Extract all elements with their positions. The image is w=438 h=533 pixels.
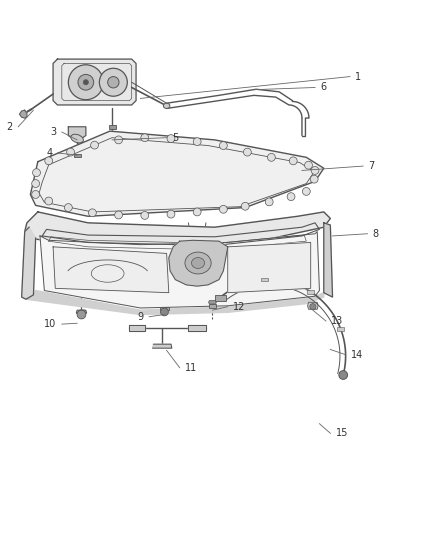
Polygon shape <box>307 290 314 294</box>
Circle shape <box>68 65 103 100</box>
Text: 1: 1 <box>355 71 361 82</box>
Circle shape <box>311 166 319 174</box>
Polygon shape <box>53 59 136 105</box>
Circle shape <box>289 157 297 165</box>
Circle shape <box>32 169 40 176</box>
Text: 2: 2 <box>7 122 13 132</box>
Circle shape <box>91 141 99 149</box>
Ellipse shape <box>185 252 211 274</box>
Polygon shape <box>19 110 27 118</box>
Circle shape <box>265 198 273 206</box>
Circle shape <box>45 197 53 205</box>
Polygon shape <box>188 326 206 331</box>
Polygon shape <box>53 247 169 293</box>
Ellipse shape <box>163 103 170 108</box>
Polygon shape <box>130 326 145 331</box>
Circle shape <box>167 210 175 218</box>
Circle shape <box>302 188 310 195</box>
Polygon shape <box>21 227 35 299</box>
Circle shape <box>339 370 348 379</box>
Circle shape <box>99 68 127 96</box>
Text: 11: 11 <box>185 363 197 373</box>
Polygon shape <box>68 127 86 139</box>
Circle shape <box>310 175 318 183</box>
Polygon shape <box>74 154 81 157</box>
Circle shape <box>78 75 94 90</box>
Polygon shape <box>40 231 319 308</box>
Polygon shape <box>261 278 268 281</box>
Circle shape <box>141 134 149 142</box>
Polygon shape <box>26 290 324 314</box>
Circle shape <box>310 304 316 310</box>
Polygon shape <box>30 131 324 216</box>
Text: 5: 5 <box>172 133 178 143</box>
Polygon shape <box>25 212 330 249</box>
Circle shape <box>160 308 168 316</box>
Text: 8: 8 <box>373 229 379 239</box>
Circle shape <box>287 193 295 200</box>
Text: 13: 13 <box>331 316 343 326</box>
Text: 9: 9 <box>138 312 144 322</box>
Text: 7: 7 <box>368 161 374 171</box>
Text: 6: 6 <box>320 83 326 93</box>
Polygon shape <box>152 344 172 348</box>
Circle shape <box>193 208 201 216</box>
Circle shape <box>67 148 74 156</box>
Circle shape <box>241 203 249 210</box>
Text: 3: 3 <box>50 127 57 137</box>
Circle shape <box>32 190 39 198</box>
Circle shape <box>268 154 276 161</box>
Polygon shape <box>76 310 87 313</box>
Polygon shape <box>109 125 116 129</box>
Circle shape <box>304 161 312 169</box>
Polygon shape <box>208 301 216 304</box>
Circle shape <box>64 204 72 212</box>
Circle shape <box>115 211 123 219</box>
Circle shape <box>88 209 96 217</box>
Circle shape <box>141 212 149 220</box>
Circle shape <box>115 136 123 144</box>
Circle shape <box>193 138 201 146</box>
Polygon shape <box>324 223 332 297</box>
Circle shape <box>77 310 86 319</box>
Circle shape <box>219 142 227 149</box>
Ellipse shape <box>191 257 205 269</box>
Circle shape <box>32 180 39 188</box>
Text: 10: 10 <box>44 319 57 329</box>
Circle shape <box>219 205 227 213</box>
Circle shape <box>244 148 251 156</box>
Circle shape <box>83 79 88 85</box>
Polygon shape <box>307 302 318 309</box>
Polygon shape <box>228 243 311 293</box>
Polygon shape <box>169 240 228 286</box>
Circle shape <box>45 157 53 165</box>
Ellipse shape <box>71 134 83 143</box>
Polygon shape <box>337 327 344 331</box>
Circle shape <box>167 135 175 142</box>
Circle shape <box>108 77 119 88</box>
Text: 12: 12 <box>233 302 245 312</box>
Polygon shape <box>160 306 169 310</box>
Polygon shape <box>208 304 216 308</box>
Text: 15: 15 <box>336 429 348 438</box>
Polygon shape <box>215 295 226 301</box>
Text: 4: 4 <box>46 148 52 158</box>
Text: 14: 14 <box>351 350 363 360</box>
